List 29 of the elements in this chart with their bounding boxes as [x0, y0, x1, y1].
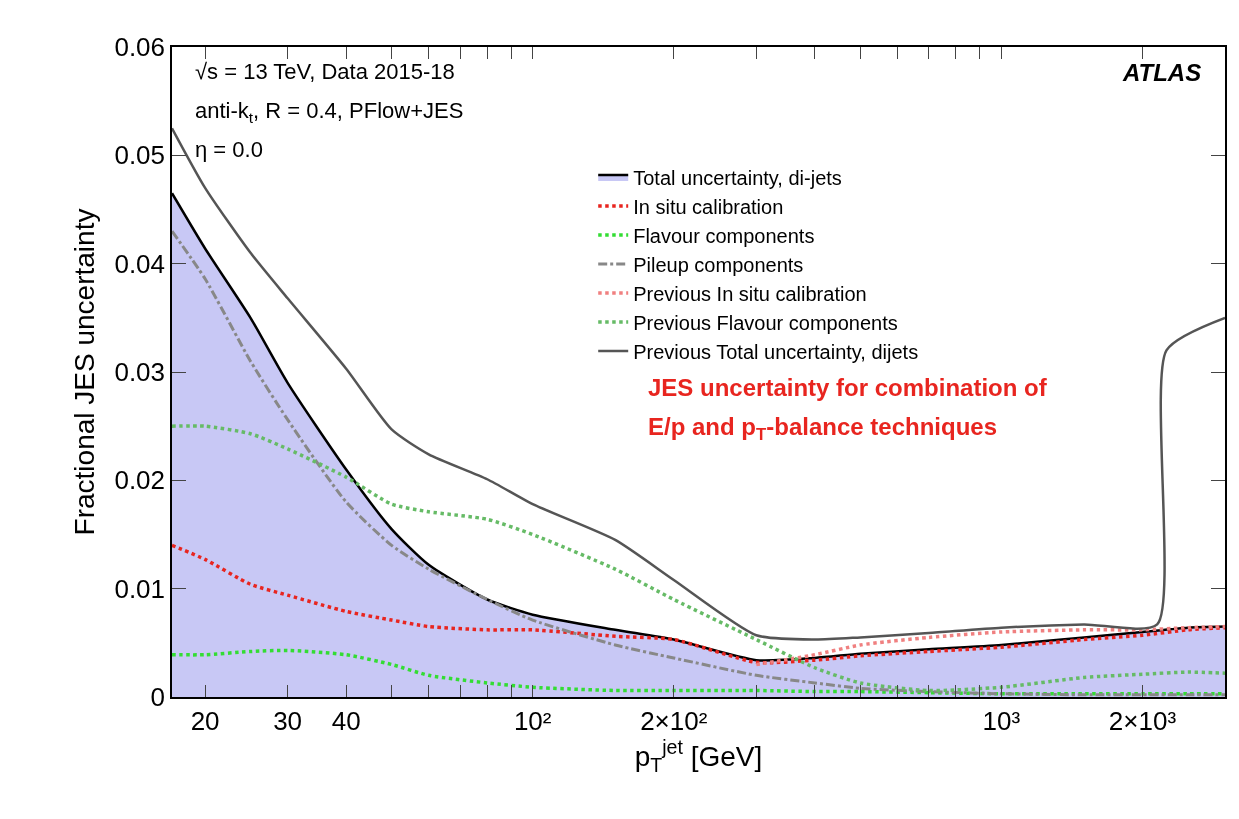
legend-label: Previous In situ calibration	[633, 282, 867, 305]
annotation: anti-k$_{t}$, R = 0.4, PFlow+JES	[195, 98, 464, 126]
x-tick-label: 2×10³	[1108, 705, 1177, 736]
x-tick-label: 40	[331, 705, 361, 736]
y-tick-label: 0.03	[114, 357, 166, 388]
y-tick-label: 0.06	[114, 32, 166, 63]
annotation: √s = 13 TeV, Data 2015-18	[195, 59, 455, 84]
x-tick-label: 2×10²	[640, 705, 708, 736]
y-tick-label: 0.01	[114, 573, 166, 604]
x-tick-label: 10³	[982, 705, 1021, 736]
x-axis-title: p$_{T}$$^{jet}$ [GeV]	[634, 735, 763, 776]
legend-label: Flavour components	[633, 224, 815, 247]
legend-label: Previous Flavour components	[633, 311, 898, 334]
x-tick-label: 30	[273, 705, 303, 736]
legend-label: Previous Total uncertainty, dijets	[633, 340, 919, 363]
x-tick-label: 10²	[513, 705, 552, 736]
y-axis-title: Fractional JES uncertainty	[68, 208, 100, 536]
y-tick-label: 0.02	[114, 465, 166, 496]
legend-label: Pileup components	[633, 253, 804, 276]
y-tick-label: 0.05	[114, 140, 166, 171]
annotation: E/p and p$_{T}$-balance techniques	[648, 413, 997, 445]
annotation: η = 0.0	[195, 137, 263, 162]
y-tick-label: 0.04	[114, 248, 166, 279]
x-tick-label: 20	[190, 705, 220, 736]
y-tick-label: 0	[150, 682, 166, 713]
annotation: JES uncertainty for combination of	[648, 374, 1048, 401]
legend-label: Total uncertainty, di-jets	[633, 166, 842, 189]
annotation: ATLAS	[1122, 59, 1202, 86]
legend-label: In situ calibration	[633, 195, 784, 218]
